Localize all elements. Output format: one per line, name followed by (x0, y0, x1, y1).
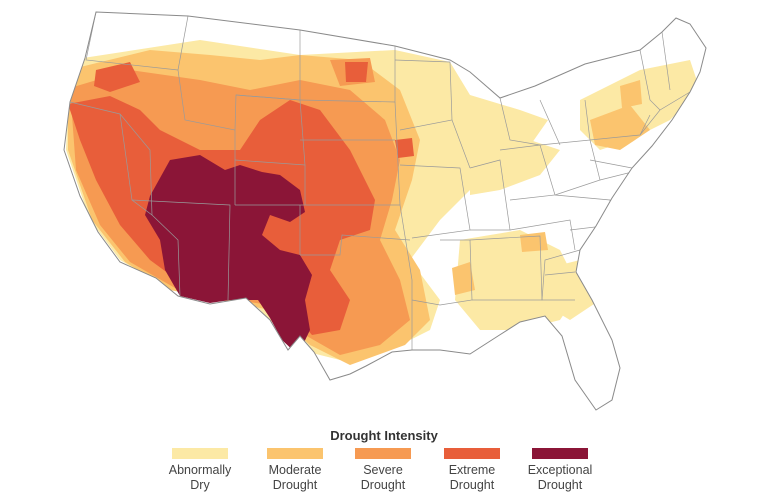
legend-item-severe: Severe Drought (333, 448, 433, 493)
legend-swatch (355, 448, 411, 459)
legend-item-extreme: Extreme Drought (422, 448, 522, 493)
legend-label-line2: Drought (360, 478, 406, 492)
legend-label-line2: Dry (190, 478, 210, 492)
legend-label-line1: Exceptional (527, 463, 593, 477)
legend-label-line2: Drought (272, 478, 318, 492)
legend-label-line2: Drought (449, 478, 495, 492)
legend-item-moderate: Moderate Drought (245, 448, 345, 493)
legend-item-exceptional: Exceptional Drought (510, 448, 610, 493)
legend-label-line1: Extreme (448, 463, 496, 477)
legend-label-line2: Drought (537, 478, 583, 492)
drought-map (63, 11, 707, 411)
drought-exceptional (145, 155, 312, 355)
legend-title: Drought Intensity (330, 428, 438, 443)
state-borders (69, 12, 691, 350)
legend-label-line1: Severe (363, 463, 403, 477)
legend-label-line1: Abnormally (168, 463, 232, 477)
legend-swatch (532, 448, 588, 459)
legend-swatch (172, 448, 228, 459)
legend: Drought Intensity Abnormally Dry Moderat… (0, 428, 768, 498)
legend-item-abnormally-dry: Abnormally Dry (150, 448, 250, 493)
legend-swatch (267, 448, 323, 459)
legend-label-line1: Moderate (268, 463, 322, 477)
legend-swatch (444, 448, 500, 459)
